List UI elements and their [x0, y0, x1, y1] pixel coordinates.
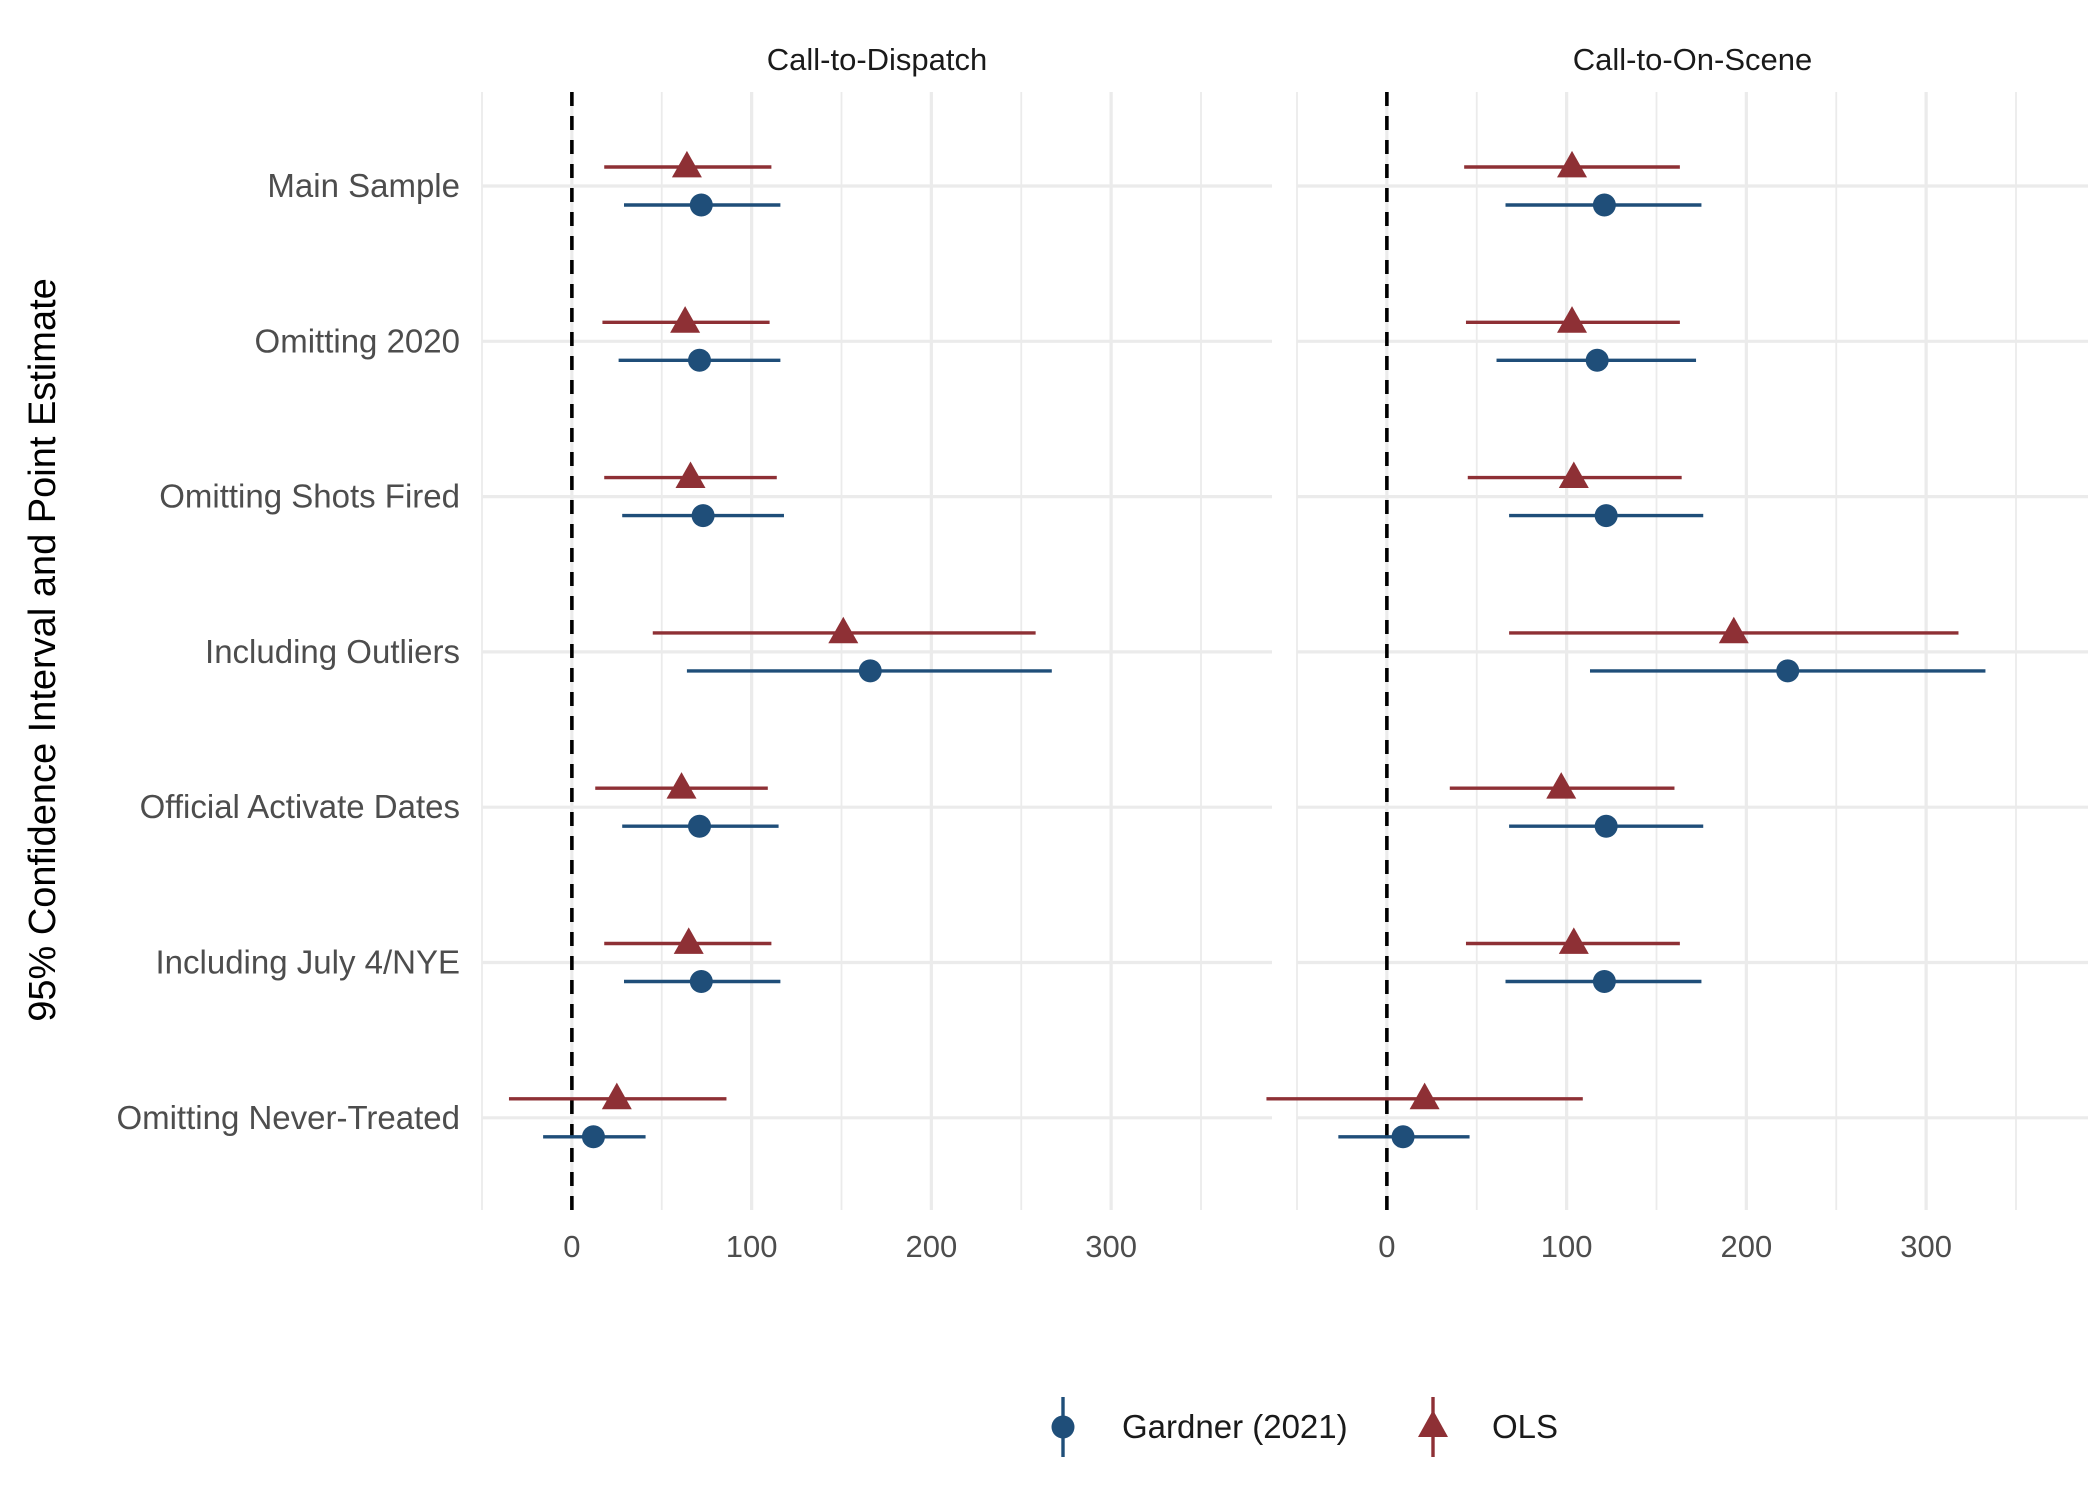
- ols-point: [1557, 150, 1588, 178]
- x-tick-label: 0: [563, 1229, 580, 1264]
- ols-point: [673, 927, 704, 954]
- x-tick-label: 0: [1378, 1229, 1395, 1264]
- ols-point: [671, 150, 702, 178]
- y-tick-label: Omitting 2020: [255, 322, 460, 359]
- gardner-point: [1585, 348, 1609, 372]
- x-tick-label: 100: [1541, 1229, 1593, 1264]
- y-tick-label: Including July 4/NYE: [156, 944, 461, 981]
- legend-ols-key-triangle: [1418, 1410, 1448, 1437]
- gardner-point: [689, 193, 713, 217]
- ols-point: [1409, 1082, 1440, 1110]
- ols-point: [1546, 772, 1577, 799]
- gardner-point: [1594, 504, 1618, 528]
- x-tick-label: 300: [1085, 1229, 1137, 1264]
- gardner-point: [687, 814, 711, 838]
- gardner-point: [687, 348, 711, 372]
- y-tick-label: Omitting Never-Treated: [116, 1099, 460, 1136]
- legend-label-ols: OLS: [1492, 1408, 1558, 1445]
- ols-point: [1558, 927, 1589, 954]
- facet-title: Call-to-On-Scene: [1573, 42, 1812, 77]
- legend-gardner-key-circle: [1051, 1415, 1075, 1439]
- y-tick-label: Omitting Shots Fired: [159, 478, 460, 515]
- ols-point: [1718, 616, 1749, 644]
- ols-point: [670, 306, 701, 333]
- ols-point: [1558, 461, 1589, 488]
- gardner-point: [1592, 193, 1616, 217]
- gardner-point: [858, 659, 882, 683]
- gardner-point: [1594, 814, 1618, 838]
- gardner-point: [1592, 970, 1616, 993]
- ols-point: [1557, 306, 1588, 333]
- x-tick-label: 200: [1721, 1229, 1773, 1264]
- y-axis-title: 95% Confidence Interval and Point Estima…: [22, 278, 64, 1022]
- gardner-point: [1391, 1125, 1415, 1149]
- gardner-point: [581, 1125, 605, 1149]
- ols-point: [828, 616, 859, 644]
- y-tick-label: Main Sample: [267, 167, 460, 204]
- ols-point: [675, 461, 706, 488]
- gardner-point: [1776, 659, 1800, 683]
- y-tick-label: Official Activate Dates: [140, 788, 460, 825]
- x-tick-label: 300: [1900, 1229, 1952, 1264]
- ols-point: [666, 772, 697, 799]
- x-tick-label: 100: [726, 1229, 778, 1264]
- facet-title: Call-to-Dispatch: [767, 42, 988, 77]
- ols-point: [601, 1082, 632, 1110]
- gardner-point: [689, 970, 713, 993]
- y-tick-label: Including Outliers: [205, 633, 460, 670]
- gardner-point: [691, 504, 715, 528]
- legend-label-gardner: Gardner (2021): [1122, 1408, 1348, 1445]
- x-tick-label: 200: [906, 1229, 958, 1264]
